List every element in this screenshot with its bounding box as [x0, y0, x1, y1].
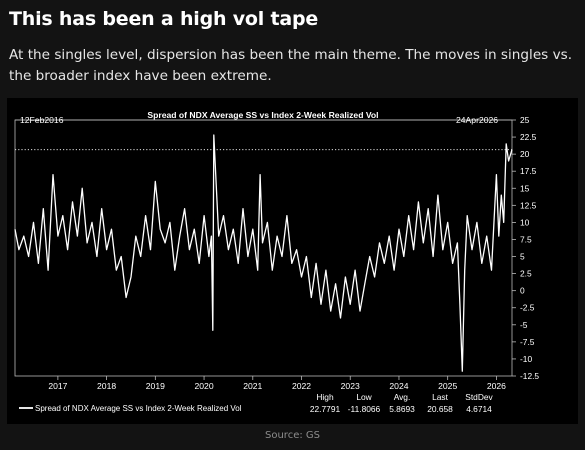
y-tick-label: -7.5: [520, 337, 535, 347]
y-tick-label: 12.5: [520, 200, 537, 210]
line-chart: Spread of NDX Average SS vs Index 2-Week…: [14, 110, 539, 414]
y-tick-label: 22.5: [520, 132, 537, 142]
x-tick-label: 2024: [389, 381, 408, 391]
stats-header: Last: [432, 392, 449, 402]
y-tick-label: -12.5: [520, 371, 539, 381]
y-tick-label: -5: [520, 320, 528, 330]
stats-header: High: [316, 392, 334, 402]
stats-header: Avg.: [394, 392, 411, 402]
y-tick-label: -2.5: [520, 303, 535, 313]
x-tick-label: 2025: [438, 381, 457, 391]
x-tick-label: 2021: [243, 381, 262, 391]
x-tick-label: 2017: [48, 381, 67, 391]
y-tick-label: 20: [520, 149, 530, 159]
stats-header: StdDev: [465, 392, 493, 402]
plot-frame: [14, 119, 513, 377]
y-tick-label: 5: [520, 252, 525, 262]
x-tick-label: 2022: [292, 381, 311, 391]
end-date-label: 24Apr2026: [456, 115, 498, 125]
x-tick-label: 2018: [97, 381, 116, 391]
x-tick-label: 2019: [146, 381, 165, 391]
stats-value: -11.8066: [348, 404, 381, 414]
y-tick-label: 17.5: [520, 166, 537, 176]
x-tick-label: 2026: [487, 381, 506, 391]
y-tick-label: 2.5: [520, 269, 532, 279]
y-tick-label: 10: [520, 217, 530, 227]
y-tick-label: 25: [520, 115, 530, 125]
chart-panel: Spread of NDX Average SS vs Index 2-Week…: [7, 98, 578, 424]
page-subtext: At the singles level, dispersion has bee…: [9, 47, 573, 84]
stats-value: 22.7791: [310, 404, 341, 414]
legend-label: Spread of NDX Average SS vs Index 2-Week…: [35, 404, 242, 413]
series-line: [14, 134, 513, 372]
stats-value: 4.6714: [466, 404, 492, 414]
y-tick-label: 7.5: [520, 234, 532, 244]
y-tick-label: -10: [520, 354, 532, 364]
x-tick-label: 2020: [194, 381, 213, 391]
stats-value: 5.8693: [389, 404, 415, 414]
stats-value: 20.658: [427, 404, 453, 414]
y-tick-label: 0: [520, 286, 525, 296]
stats-header: Low: [356, 392, 372, 402]
x-tick-label: 2023: [341, 381, 360, 391]
source-note: Source: GS: [265, 430, 320, 441]
start-date-label: 12Feb2016: [20, 115, 64, 125]
y-tick-label: 15: [520, 183, 530, 193]
chart-title: Spread of NDX Average SS vs Index 2-Week…: [147, 110, 378, 120]
page-headline: This has been a high vol tape: [9, 8, 319, 30]
